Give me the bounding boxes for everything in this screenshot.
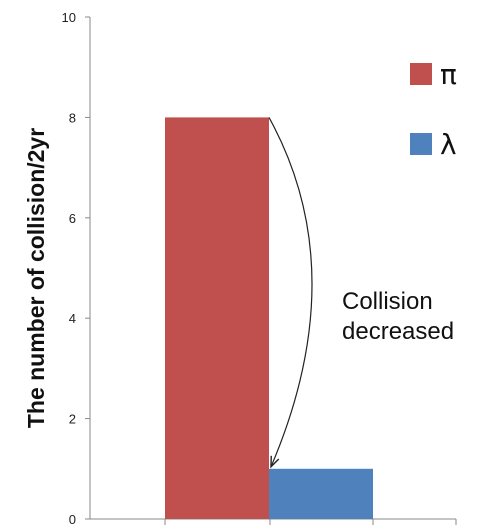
legend-swatch-pi bbox=[410, 63, 432, 85]
y-tick-label: 8 bbox=[69, 110, 76, 125]
annotation-text: decreased bbox=[342, 318, 454, 345]
legend: πλ bbox=[410, 58, 457, 161]
annotation-arrow-curve bbox=[268, 117, 313, 468]
annotation-text: Collision bbox=[342, 288, 433, 315]
bars bbox=[165, 117, 373, 520]
y-tick-label: 2 bbox=[69, 412, 76, 427]
bar-pi bbox=[165, 117, 269, 520]
annotation: Collision decreased bbox=[268, 117, 454, 469]
legend-label-pi: π bbox=[440, 58, 457, 91]
y-tick-label: 4 bbox=[69, 311, 76, 326]
bar-lambda bbox=[269, 468, 373, 519]
axes: 0 2 4 6 8 10 The number of collision/2yr bbox=[23, 10, 457, 527]
y-tick-label: 0 bbox=[69, 512, 76, 527]
y-tick-label: 10 bbox=[62, 10, 76, 25]
legend-swatch-lambda bbox=[410, 133, 432, 155]
legend-label-lambda: λ bbox=[440, 128, 457, 161]
annotation-arrowhead bbox=[270, 455, 280, 469]
y-axis-title: The number of collision/2yr bbox=[23, 128, 49, 428]
y-tick-label: 6 bbox=[69, 211, 76, 226]
